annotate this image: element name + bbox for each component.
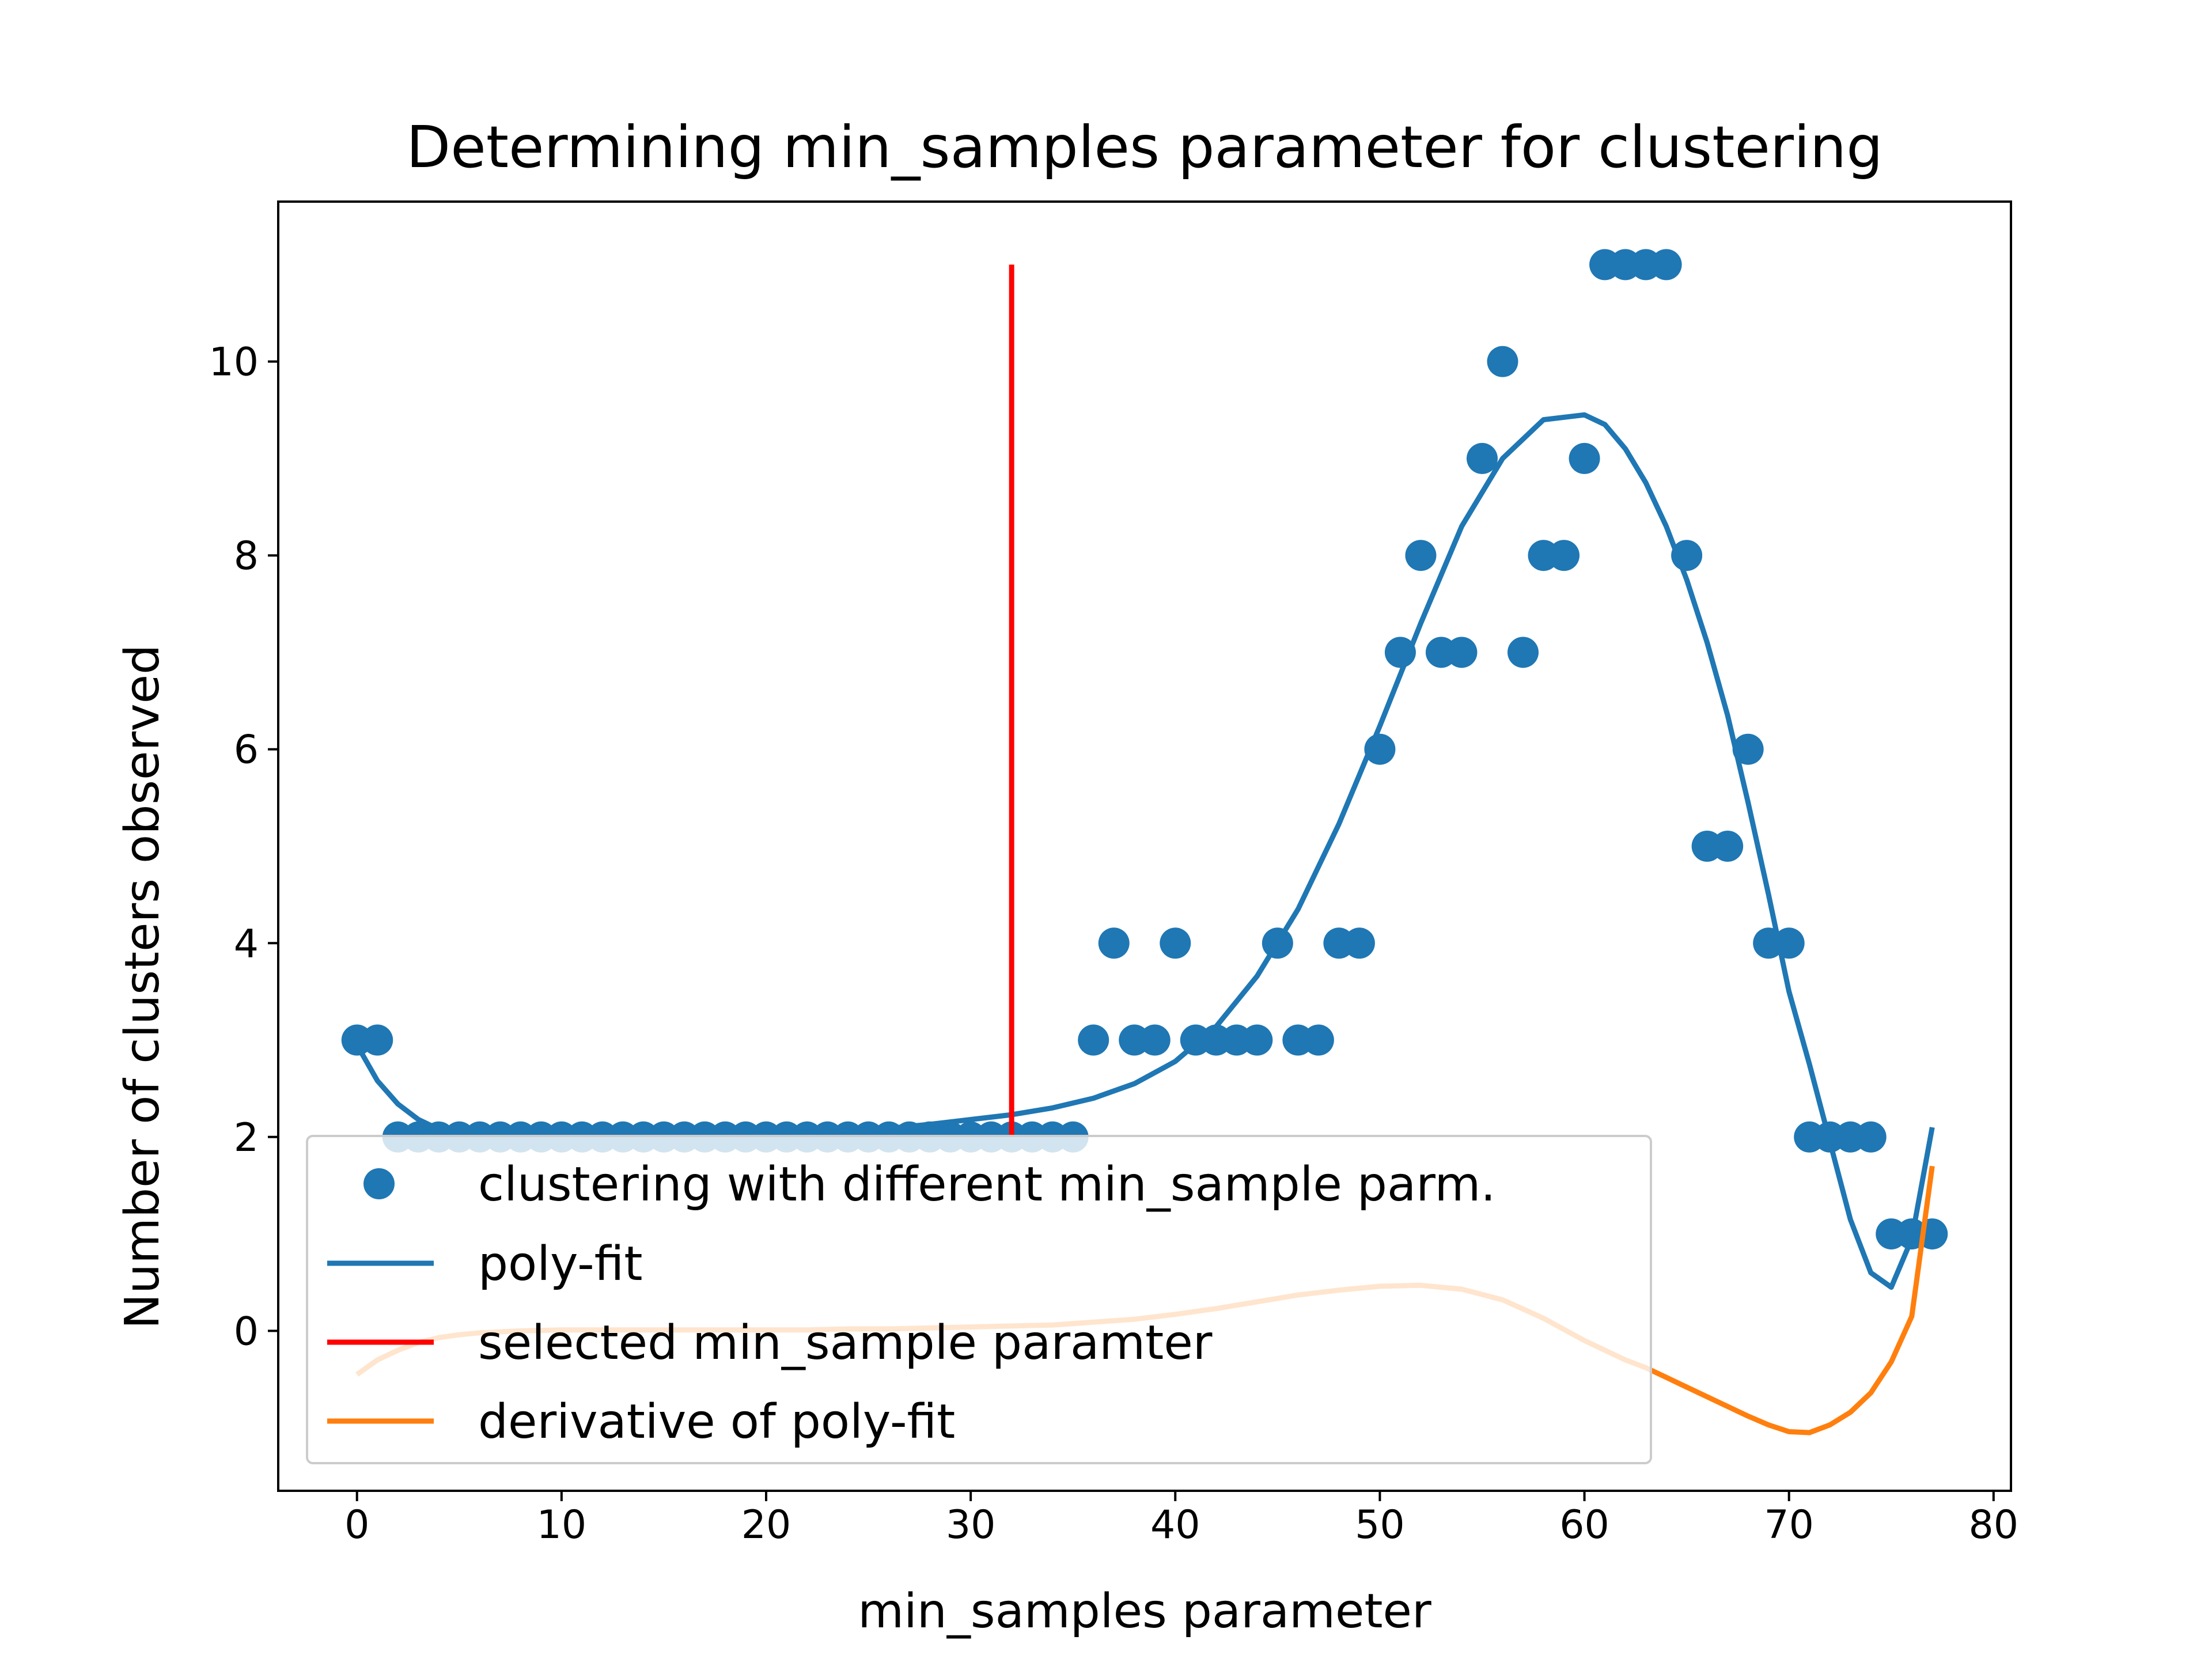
legend-label: clustering with different min_sample par… — [478, 1157, 1495, 1212]
legend-box — [306, 1135, 1652, 1464]
scatter-point — [1302, 1024, 1334, 1056]
x-tick-label: 30 — [946, 1502, 996, 1548]
y-tick-label: 10 — [209, 340, 259, 385]
legend-label: poly-fit — [478, 1237, 642, 1291]
y-tick-label: 4 — [234, 921, 259, 967]
scatter-point — [1508, 637, 1539, 668]
scatter-point — [1160, 927, 1191, 959]
scatter-point — [1650, 249, 1682, 281]
scatter-point — [1855, 1121, 1887, 1153]
y-tick-label: 6 — [234, 728, 259, 773]
x-tick-label: 50 — [1355, 1502, 1405, 1548]
scatter-point — [1139, 1024, 1171, 1056]
x-tick-label: 0 — [344, 1502, 369, 1548]
x-axis-ticks: 0 10 20 30 40 50 60 70 80 — [344, 1491, 2018, 1548]
y-axis-label: Number of clusters observed — [115, 645, 170, 1329]
scatter-point — [1548, 540, 1580, 571]
scatter-point — [1446, 637, 1478, 668]
scatter-point — [362, 1024, 393, 1056]
scatter-point — [1732, 733, 1764, 765]
scatter-point — [1098, 927, 1130, 959]
axes-frame — [277, 200, 2012, 1492]
x-tick-label: 80 — [1969, 1502, 2019, 1548]
scatter-point — [1405, 540, 1437, 571]
x-axis-label: min_samples parameter — [858, 1584, 1431, 1639]
x-tick-label: 60 — [1559, 1502, 1609, 1548]
scatter-point — [1712, 831, 1744, 862]
chart-title: Determining min_samples parameter for cl… — [406, 113, 1883, 181]
scatter-point — [1343, 927, 1375, 959]
scatter-point — [1241, 1024, 1273, 1056]
scatter-point — [1487, 346, 1518, 377]
x-tick-label: 20 — [741, 1502, 791, 1548]
scatter-point — [1569, 442, 1600, 474]
legend-label: selected min_sample paramter — [478, 1316, 1213, 1370]
scatter-point — [1078, 1024, 1109, 1056]
legend: clustering with different min_sample par… — [306, 1135, 1652, 1464]
y-tick-label: 2 — [234, 1115, 259, 1161]
x-tick-label: 40 — [1150, 1502, 1200, 1548]
y-tick-label: 8 — [234, 533, 259, 579]
x-tick-label: 70 — [1764, 1502, 1814, 1548]
legend-label: derivative of poly-fit — [478, 1395, 955, 1449]
x-tick-label: 10 — [537, 1502, 587, 1548]
scatter-point — [1466, 442, 1498, 474]
legend-marker-scatter — [363, 1168, 395, 1199]
y-axis-ticks: 0 2 4 6 8 10 — [209, 340, 278, 1354]
y-tick-label: 0 — [234, 1309, 259, 1354]
